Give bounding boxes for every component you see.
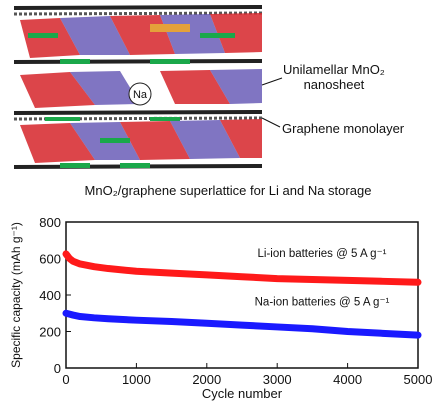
x-tick-label: 1000 <box>122 372 151 387</box>
data-point <box>203 271 210 278</box>
figure-caption: MnO₂/graphene superlattice for Li and Na… <box>84 183 372 198</box>
x-tick-label: 3000 <box>263 372 292 387</box>
x-tick-label: 5000 <box>404 372 433 387</box>
mno2-layer-3 <box>20 119 262 163</box>
y-axis-label: Specific capacity (mAh g⁻¹) <box>9 222 23 368</box>
superlattice-illustration: Na <box>13 5 283 169</box>
mno2-layer-2: Na <box>20 69 262 108</box>
mno2-layer-1 <box>20 13 262 58</box>
plot-frame <box>65 221 419 369</box>
nanosheet-label-line2: nanosheet <box>303 77 365 92</box>
y-tick-label: 400 <box>39 288 61 303</box>
data-point <box>379 278 386 285</box>
data-point <box>239 273 245 280</box>
x-tick-label: 2000 <box>192 372 221 387</box>
x-tick-label: 0 <box>62 372 69 387</box>
data-point <box>239 322 245 329</box>
y-tick-label: 800 <box>39 215 61 230</box>
data-point <box>379 330 386 337</box>
graphene-layer-1 <box>13 5 263 16</box>
data-point <box>274 323 281 330</box>
series-label-1: Na-ion batteries @ 5 A g⁻¹ <box>255 296 390 308</box>
data-point <box>274 275 281 282</box>
y-tick-label: 200 <box>39 325 61 340</box>
data-point <box>344 277 351 284</box>
data-point <box>309 276 316 283</box>
data-point <box>91 314 98 321</box>
data-point <box>77 260 84 267</box>
data-point <box>415 279 421 286</box>
y-tick-label: 0 <box>54 361 61 376</box>
data-point <box>91 263 98 270</box>
data-point <box>203 320 210 327</box>
x-tick-label: 4000 <box>333 372 362 387</box>
graphene-layer-3 <box>13 110 263 121</box>
data-point <box>70 258 77 265</box>
y-tick-label: 600 <box>39 252 61 267</box>
data-point <box>105 265 112 272</box>
nanosheet-label: Unilamellar MnO₂ nanosheet <box>283 62 385 92</box>
data-point <box>415 332 421 339</box>
graphene-label: Graphene monolayer <box>282 121 405 136</box>
data-point <box>344 328 351 335</box>
data-point <box>63 250 69 257</box>
data-point <box>77 313 84 320</box>
label-leader-lines <box>261 77 283 128</box>
data-point <box>105 315 112 322</box>
data-point <box>168 318 175 325</box>
capacity-chart: 0 1000 2000 3000 4000 5000 0 200 400 600 800 Cycle … <box>9 215 433 401</box>
graphene-layer-2 <box>13 59 263 64</box>
graphene-layer-4 <box>13 163 263 169</box>
data-point <box>70 312 77 319</box>
series-label-0: Li-ion batteries @ 5 A g⁻¹ <box>258 248 387 260</box>
na-ion-label: Na <box>133 89 148 101</box>
data-point <box>133 268 140 275</box>
data-point <box>133 317 140 324</box>
data-point <box>168 270 175 277</box>
data-point <box>309 325 316 332</box>
x-axis-label: Cycle number <box>202 386 283 401</box>
nanosheet-label-line1: Unilamellar MnO₂ <box>283 62 385 77</box>
